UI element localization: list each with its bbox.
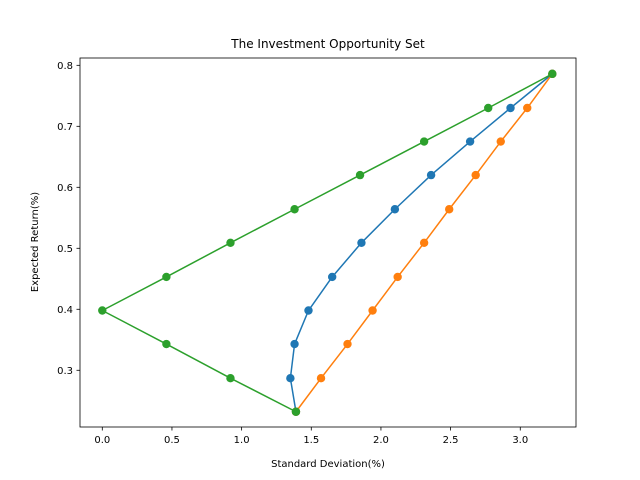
y-tick-label: 0.3 xyxy=(57,366,73,377)
plot-frame xyxy=(79,57,577,428)
x-tick-label: 2.0 xyxy=(373,435,389,446)
y-tick-label: 0.6 xyxy=(57,183,73,194)
series-2-point xyxy=(496,137,505,146)
series-2-point xyxy=(316,374,326,383)
series-3-point xyxy=(226,238,235,247)
series-3-point xyxy=(484,103,493,113)
series-2-point xyxy=(523,103,532,113)
series-3-point xyxy=(419,137,429,146)
x-tick-label: 0.0 xyxy=(94,435,110,446)
series-2-point xyxy=(343,339,352,349)
series-2-point xyxy=(368,306,377,315)
series-3-point xyxy=(98,306,107,315)
x-axis: 0.0 0.5 1.0 1.5 2.0 2.5 3.0 xyxy=(94,427,528,446)
y-tick-label: 0.5 xyxy=(57,244,73,255)
series-3-point xyxy=(290,205,299,214)
y-axis: 0.3 0.4 0.5 0.6 0.7 0.8 xyxy=(57,61,80,377)
x-tick-label: 2.5 xyxy=(443,435,459,446)
series-3 xyxy=(98,69,557,416)
y-axis-label: Expected Return(%) xyxy=(30,192,41,292)
chart-title: The Investment Opportunity Set xyxy=(230,37,425,51)
series-2-point xyxy=(393,272,402,282)
series-1-point xyxy=(506,103,515,113)
series-1-point xyxy=(390,205,400,214)
series-2-point xyxy=(419,238,429,247)
series-1-point xyxy=(465,137,475,146)
series-3-point xyxy=(291,407,301,416)
series-1-point xyxy=(290,339,299,349)
series-1 xyxy=(286,69,557,416)
series-2-point xyxy=(445,205,454,214)
series-3-point xyxy=(548,69,557,79)
series-3-point xyxy=(162,272,171,282)
x-tick-label: 3.0 xyxy=(512,435,528,446)
series-3-point xyxy=(226,374,235,383)
series-3-point xyxy=(162,339,171,349)
y-tick-label: 0.7 xyxy=(57,122,73,133)
series-layer xyxy=(98,69,557,416)
x-axis-label: Standard Deviation(%) xyxy=(271,459,385,470)
series-1-point xyxy=(357,238,366,247)
series-1-point xyxy=(426,170,436,180)
series-1-point xyxy=(286,374,295,383)
y-tick-label: 0.4 xyxy=(57,305,73,316)
x-tick-label: 1.5 xyxy=(303,435,319,446)
series-1-point xyxy=(327,272,337,282)
x-tick-label: 1.0 xyxy=(234,435,250,446)
x-tick-label: 0.5 xyxy=(164,435,180,446)
series-3-point xyxy=(355,170,365,180)
y-tick-label: 0.8 xyxy=(57,61,73,72)
series-2-point xyxy=(471,170,480,180)
series-1-point xyxy=(304,306,313,315)
